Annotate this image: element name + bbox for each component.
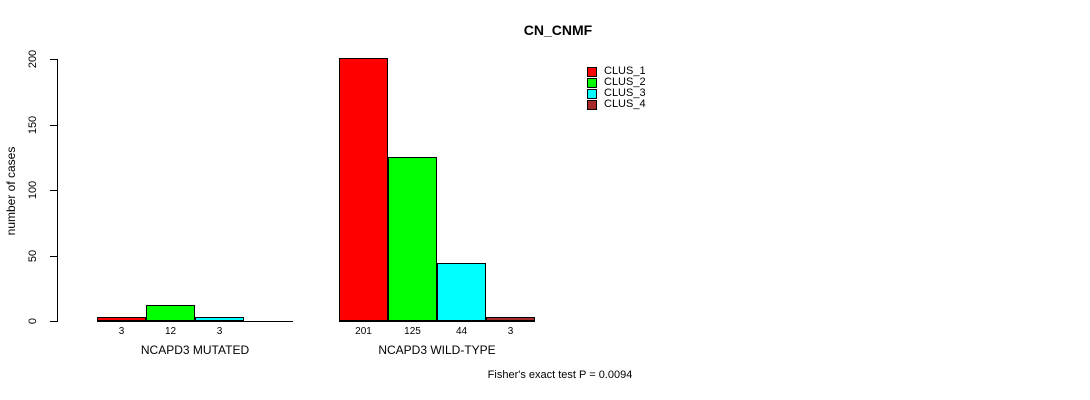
bar-clus_2 <box>388 157 437 321</box>
legend-swatch <box>587 77 597 88</box>
legend-item: CLUS_3 <box>587 88 646 99</box>
bar-value-label: 44 <box>455 326 468 337</box>
bar-value-label: 12 <box>164 326 177 337</box>
y-axis-line <box>57 59 58 322</box>
legend: CLUS_1 CLUS_2 CLUS_3 CLUS_4 <box>587 66 646 110</box>
legend-item: CLUS_1 <box>587 66 646 77</box>
bar-value-label: 201 <box>355 326 372 337</box>
y-axis-tick-label: 0 <box>27 317 39 325</box>
bar-clus_1 <box>339 58 388 321</box>
y-axis-tick-label: 50 <box>27 249 39 263</box>
y-axis-tick <box>50 59 57 60</box>
legend-item: CLUS_2 <box>587 77 646 88</box>
legend-label: CLUS_4 <box>604 98 646 110</box>
legend-item: CLUS_4 <box>587 99 646 110</box>
legend-label: CLUS_1 <box>604 65 646 77</box>
legend-label: CLUS_3 <box>604 87 646 99</box>
bar-value-label: 3 <box>118 326 125 337</box>
bar-clus_4 <box>486 317 535 321</box>
legend-swatch <box>587 66 597 77</box>
bar-clus_1 <box>97 317 146 321</box>
y-axis-tick <box>50 256 57 257</box>
legend-label: CLUS_2 <box>604 76 646 88</box>
y-axis-tick-label: 100 <box>27 180 39 200</box>
y-axis-tick <box>50 125 57 126</box>
y-axis-label: number of cases <box>4 146 18 236</box>
statistics-annotation: Fisher's exact test P = 0.0094 <box>487 369 633 381</box>
legend-swatch <box>587 99 597 110</box>
bar-value-label: 125 <box>404 326 421 337</box>
bar-value-label: 3 <box>216 326 223 337</box>
group-label: NCAPD3 MUTATED <box>140 343 250 357</box>
chart-title: CN_CNMF <box>523 22 593 38</box>
group-label: NCAPD3 WILD-TYPE <box>378 343 496 357</box>
x-baseline <box>97 321 293 322</box>
legend-swatch <box>587 88 597 99</box>
bar-clus_3 <box>195 317 244 321</box>
y-axis-tick-label: 200 <box>27 49 39 69</box>
bar-value-label: 3 <box>507 326 514 337</box>
y-axis-tick <box>50 321 57 322</box>
bar-clus_3 <box>437 263 486 321</box>
x-baseline <box>339 321 535 322</box>
y-axis-tick <box>50 190 57 191</box>
bar-clus_2 <box>146 305 195 321</box>
y-axis-tick-label: 150 <box>27 115 39 135</box>
